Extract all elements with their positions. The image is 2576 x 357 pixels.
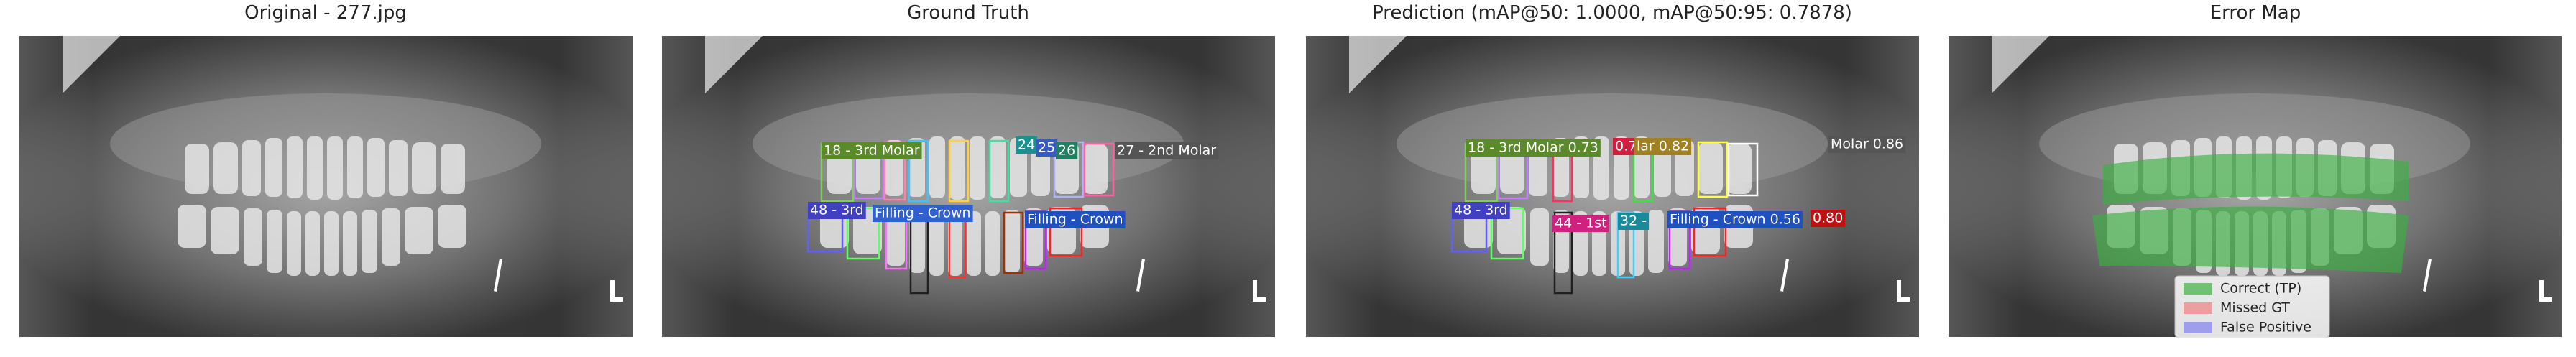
- label-background: [1016, 136, 1038, 154]
- label-background: [1552, 215, 1609, 232]
- label-background: [1634, 138, 1692, 155]
- label-background: [1025, 211, 1126, 228]
- box-label: 32 -: [1620, 213, 1647, 229]
- box-label: 26: [1058, 143, 1075, 159]
- box-label: 18 - 3rd Molar 0.73: [1468, 140, 1598, 156]
- box-label: 24: [1018, 137, 1035, 153]
- box-label: Molar 0.86: [1831, 136, 1903, 152]
- label-group: 18 - 3rd Molar 24 25 26 27 - 2nd Molar 48 - 3…: [808, 136, 1219, 228]
- xray-image: [19, 36, 632, 337]
- label-background: [822, 142, 922, 159]
- tp-overlay: [2092, 153, 2409, 273]
- label-background: [1056, 142, 1078, 159]
- label-background: [808, 202, 866, 219]
- box-label: 27 - 2nd Molar: [1117, 143, 1216, 159]
- label-background: [1466, 139, 1601, 157]
- panel-ground-truth: 18 - 3rd Molar 24 25 26 27 - 2nd Molar 48 - 3…: [662, 36, 1275, 337]
- box-label: 48 - 3rd: [810, 203, 864, 218]
- box-label: 18 - 3rd Molar: [824, 143, 920, 159]
- panel-title: Original - 277.jpg: [244, 2, 407, 24]
- panel-title: Prediction (mAP@50: 1.0000, mAP@50:95: 0…: [1372, 2, 1852, 24]
- box-label: lar 0.82: [1637, 139, 1689, 154]
- box-label: Filling - Crown: [875, 205, 971, 221]
- label-background: [1452, 202, 1510, 219]
- legend-swatch: [2184, 302, 2212, 314]
- box-label: 0.80: [1813, 210, 1843, 226]
- box-label: 48 - 3rd: [1454, 203, 1508, 218]
- boxes: [1450, 139, 1759, 295]
- legend-items: Correct (TP) Missed GT False Positive: [2184, 281, 2312, 335]
- box-label: 44 - 1st: [1555, 215, 1607, 231]
- box-label: 25: [1038, 140, 1055, 156]
- legend-label: Missed GT: [2220, 300, 2290, 316]
- label-background: [1828, 136, 1906, 153]
- label-background: [1036, 139, 1058, 157]
- box-label: Filling - Crown 0.56: [1670, 212, 1800, 228]
- legend-label: False Positive: [2220, 320, 2312, 335]
- xray-image: [1306, 36, 1919, 337]
- label-background: [1115, 142, 1219, 159]
- legend-swatch: [2184, 322, 2212, 333]
- label-background: [1668, 211, 1803, 228]
- label-background: [873, 205, 973, 222]
- legend: [2174, 275, 2330, 338]
- legend-label: Correct (TP): [2220, 281, 2301, 297]
- panel-title: Ground Truth: [907, 2, 1029, 24]
- label-background: [1618, 213, 1650, 230]
- panel-error-map: Correct (TP) Missed GT False Positive: [1949, 36, 2562, 338]
- label-background: [1811, 210, 1846, 227]
- panel-original: [19, 36, 632, 337]
- panel-title: Error Map: [2210, 2, 2301, 24]
- legend-swatch: [2184, 283, 2212, 295]
- box-label: Filling - Crown: [1027, 212, 1123, 228]
